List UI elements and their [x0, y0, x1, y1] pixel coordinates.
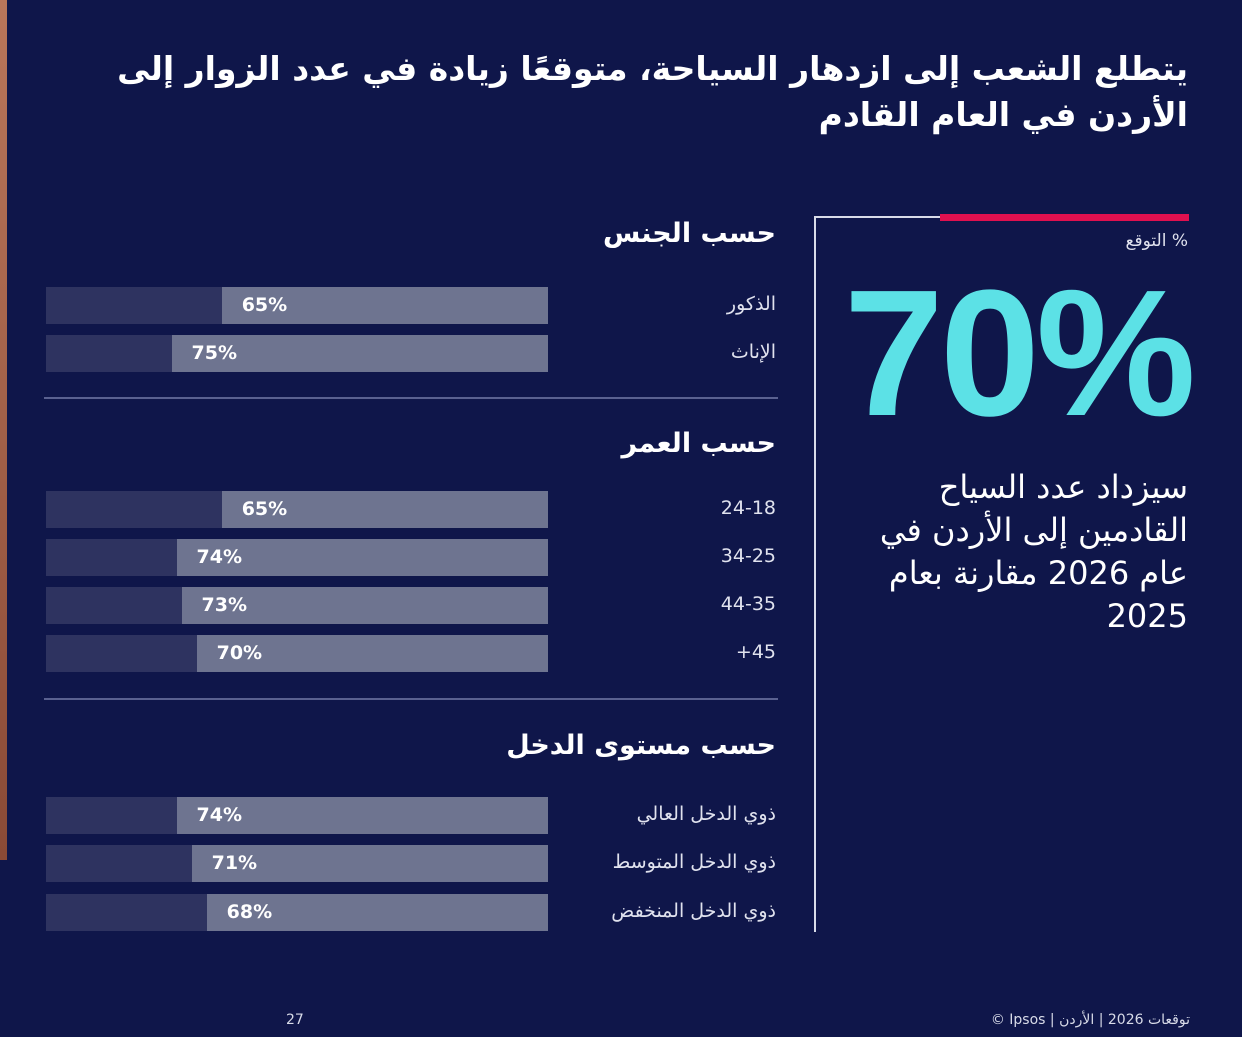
bar: 74% [176, 539, 548, 576]
group-title: حسب مستوى الدخل [506, 730, 776, 761]
bar-row: 65% 24-18 [0, 491, 800, 528]
data-label: 65% [241, 294, 288, 316]
category-label: الإناث [730, 341, 776, 363]
bar-track: 65% [46, 491, 548, 528]
bar-track: 75% [46, 335, 548, 372]
kpi-frame-line [814, 216, 816, 932]
bar-track: 70% [46, 635, 548, 672]
bar-row: 75% الإناث [0, 335, 800, 372]
divider [44, 397, 778, 399]
bar: 74% [176, 797, 548, 834]
bar: 65% [221, 287, 548, 324]
bar: 65% [221, 491, 548, 528]
bar-row: 71% ذوي الدخل المتوسط [0, 845, 800, 882]
bar-track: 74% [46, 539, 548, 576]
bar-row: 73% 44-35 [0, 587, 800, 624]
background-photo-edge [0, 0, 7, 860]
data-label: 73% [201, 594, 248, 616]
bar: 73% [181, 587, 548, 624]
category-label: 24-18 [720, 497, 776, 519]
bar: 71% [191, 845, 548, 882]
bar-row: 74% ذوي الدخل العالي [0, 797, 800, 834]
kpi-value: 70% [843, 253, 1196, 454]
bar: 68% [206, 894, 548, 931]
data-label: 75% [191, 342, 237, 364]
category-label: الذكور [726, 293, 776, 315]
data-label: 68% [226, 901, 273, 923]
page-title: يتطلع الشعب إلى ازدهار السياحة، متوقعًا … [117, 49, 1188, 134]
bar-row: 70% 45+ [0, 635, 800, 672]
group-title: حسب العمر [621, 428, 776, 459]
group-title: حسب الجنس [603, 218, 776, 249]
category-label: ذوي الدخل العالي [636, 803, 776, 825]
footer-credit: © Ipsos | توقعات 2026 | الأردن [990, 1012, 1190, 1028]
bar-row: 68% ذوي الدخل المنخفض [0, 894, 800, 931]
bar-track: 65% [46, 287, 548, 324]
bar: 70% [196, 635, 548, 672]
kpi-accent-bar [940, 214, 1189, 221]
bar-track: 73% [46, 587, 548, 624]
bar-row: 65% الذكور [0, 287, 800, 324]
data-label: 71% [211, 852, 258, 874]
category-label: 45+ [735, 641, 776, 663]
data-label: 65% [241, 498, 288, 520]
divider [44, 698, 778, 700]
bar-track: 74% [46, 797, 548, 834]
page-number: 27 [286, 1012, 304, 1028]
data-label: 74% [196, 804, 243, 826]
kpi-label: % التوقع [1125, 231, 1188, 251]
category-label: ذوي الدخل المنخفض [611, 900, 776, 922]
kpi-description: سيزداد عدد السياح القادمين إلى الأردن في… [879, 468, 1188, 635]
bar-track: 68% [46, 894, 548, 931]
data-label: 74% [196, 546, 243, 568]
category-label: ذوي الدخل المتوسط [612, 851, 776, 873]
category-label: 34-25 [720, 545, 776, 567]
data-label: 70% [216, 642, 263, 664]
category-label: 44-35 [720, 593, 776, 615]
bar: 75% [171, 335, 548, 372]
bar-track: 71% [46, 845, 548, 882]
kpi-frame-top [814, 216, 940, 218]
bar-row: 74% 34-25 [0, 539, 800, 576]
